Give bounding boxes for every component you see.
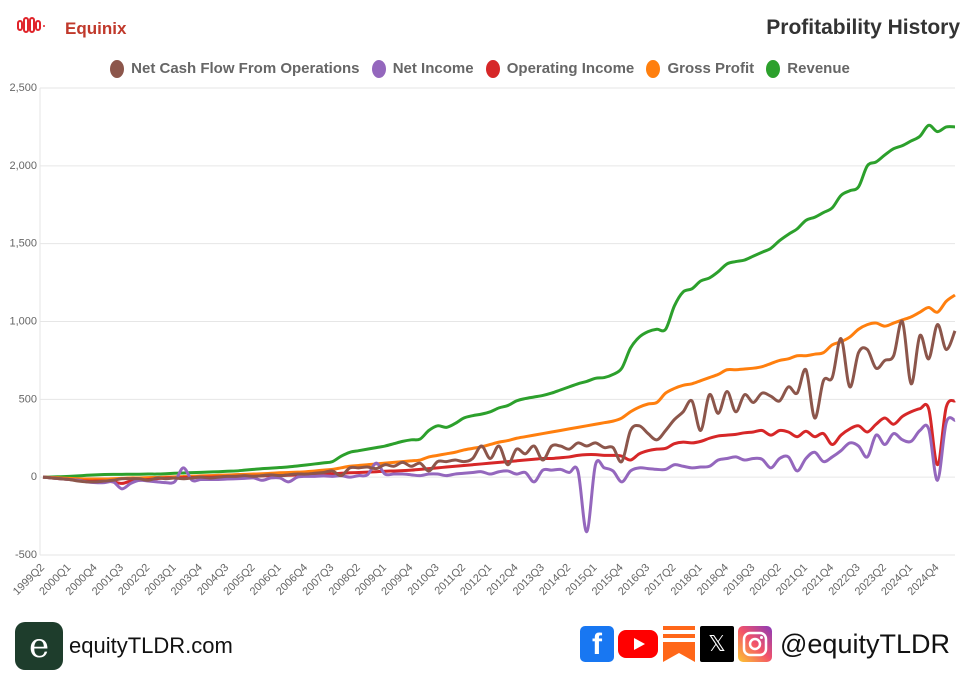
legend-item-gross-profit[interactable]: Gross Profit (646, 60, 754, 78)
legend-item-net-income[interactable]: Net Income (371, 60, 474, 78)
legend-label: Revenue (787, 60, 850, 77)
series-line-revenue (42, 123, 956, 479)
legend-item-revenue[interactable]: Revenue (766, 60, 850, 78)
facebook-icon[interactable]: f (580, 626, 614, 662)
line-chart: -50005001,0001,5002,0002,5001999Q22000Q1… (9, 82, 957, 598)
legend-marker (485, 60, 500, 78)
series-line-gross-profit (42, 293, 956, 481)
series-line-net-cash-flow-from-operations (42, 319, 957, 484)
y-tick-label: 0 (31, 471, 37, 483)
y-tick-label: 1,500 (9, 238, 37, 250)
y-tick-label: 1,000 (9, 316, 37, 328)
footer-social: f 𝕏 @equityTLDR (580, 626, 950, 662)
legend-marker (371, 60, 386, 78)
instagram-icon[interactable] (738, 626, 772, 662)
chart-legend: Net Cash Flow From Operations Net Income… (0, 60, 960, 80)
legend-marker (646, 60, 661, 78)
legend-label: Operating Income (506, 60, 635, 77)
legend-marker (110, 60, 125, 78)
site-link[interactable]: equityTLDR.com (69, 633, 233, 658)
footer-brand: e equityTLDR.com (15, 622, 233, 670)
youtube-icon[interactable] (618, 626, 658, 662)
series-line-net-income (42, 416, 956, 534)
legend-label: Net Cash Flow From Operations (131, 60, 360, 77)
substack-icon[interactable] (662, 626, 696, 662)
y-tick-label: 2,000 (9, 160, 37, 172)
equinix-logo (16, 17, 46, 38)
y-tick-label: 500 (19, 393, 37, 405)
legend-item-operating-income[interactable]: Operating Income (485, 60, 635, 78)
legend-label: Net Income (392, 60, 474, 77)
chart-title: Profitability History (766, 16, 960, 39)
equitytldr-logo: e (15, 622, 63, 670)
x-icon[interactable]: 𝕏 (700, 626, 734, 662)
y-tick-label: 2,500 (9, 82, 37, 94)
y-tick-label: -500 (15, 549, 37, 561)
social-handle[interactable]: @equityTLDR (780, 628, 950, 659)
legend-marker (766, 60, 781, 78)
company-name: Equinix (65, 19, 127, 38)
legend-item-net-cash-flow[interactable]: Net Cash Flow From Operations (110, 60, 360, 78)
legend-label: Gross Profit (667, 60, 755, 77)
